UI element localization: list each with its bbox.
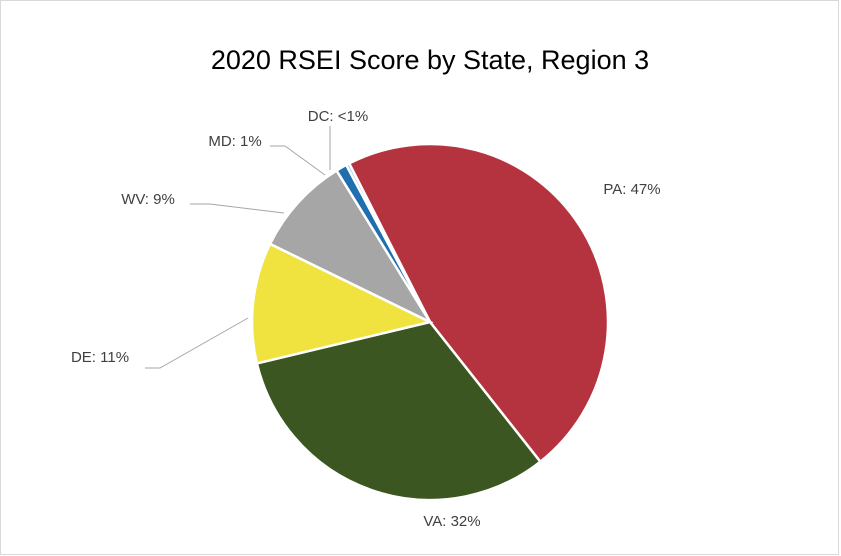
pie-slice <box>347 142 610 464</box>
leader-line <box>145 317 249 369</box>
data-label: WV: 9% <box>121 191 175 208</box>
data-label: MD: 1% <box>208 133 261 150</box>
pie-slice <box>255 320 543 502</box>
data-label: DC: <1% <box>308 108 368 125</box>
pie-slice <box>250 242 434 365</box>
pie-slice <box>268 168 434 326</box>
leader-line <box>270 145 326 176</box>
pie-slice <box>344 161 432 323</box>
data-label: PA: 47% <box>603 181 660 198</box>
chart-title: 2020 RSEI Score by State, Region 3 <box>211 45 649 75</box>
data-label: DE: 11% <box>71 349 129 366</box>
leader-line <box>190 203 285 214</box>
data-label: VA: 32% <box>423 513 480 530</box>
